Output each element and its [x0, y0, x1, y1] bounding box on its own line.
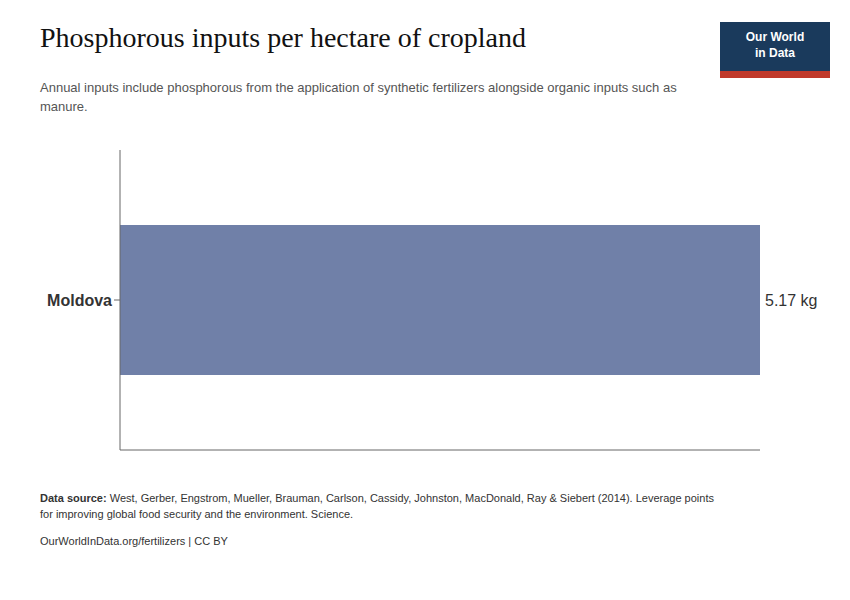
html-text:Our World: Our World — [745, 30, 805, 44]
html-text:in Data: in Data — [755, 46, 795, 60]
html-text:Annual inputs include phosphor: Annual inputs include phosphorous from t… — [40, 80, 677, 114]
svg-text:Moldova: Moldova — [47, 292, 112, 309]
html-text:Data source: West, Gerber, Eng: Data source: West, Gerber, Engstrom, Mue… — [40, 492, 714, 520]
svg-text:5.17 kg: 5.17 kg — [765, 292, 817, 309]
html-text:Phosphorous inputs per hectare: Phosphorous inputs per hectare of cropla… — [40, 22, 526, 53]
html-text:OurWorldInData.org/fertilizers: OurWorldInData.org/fertilizers | CC BY — [40, 535, 228, 547]
